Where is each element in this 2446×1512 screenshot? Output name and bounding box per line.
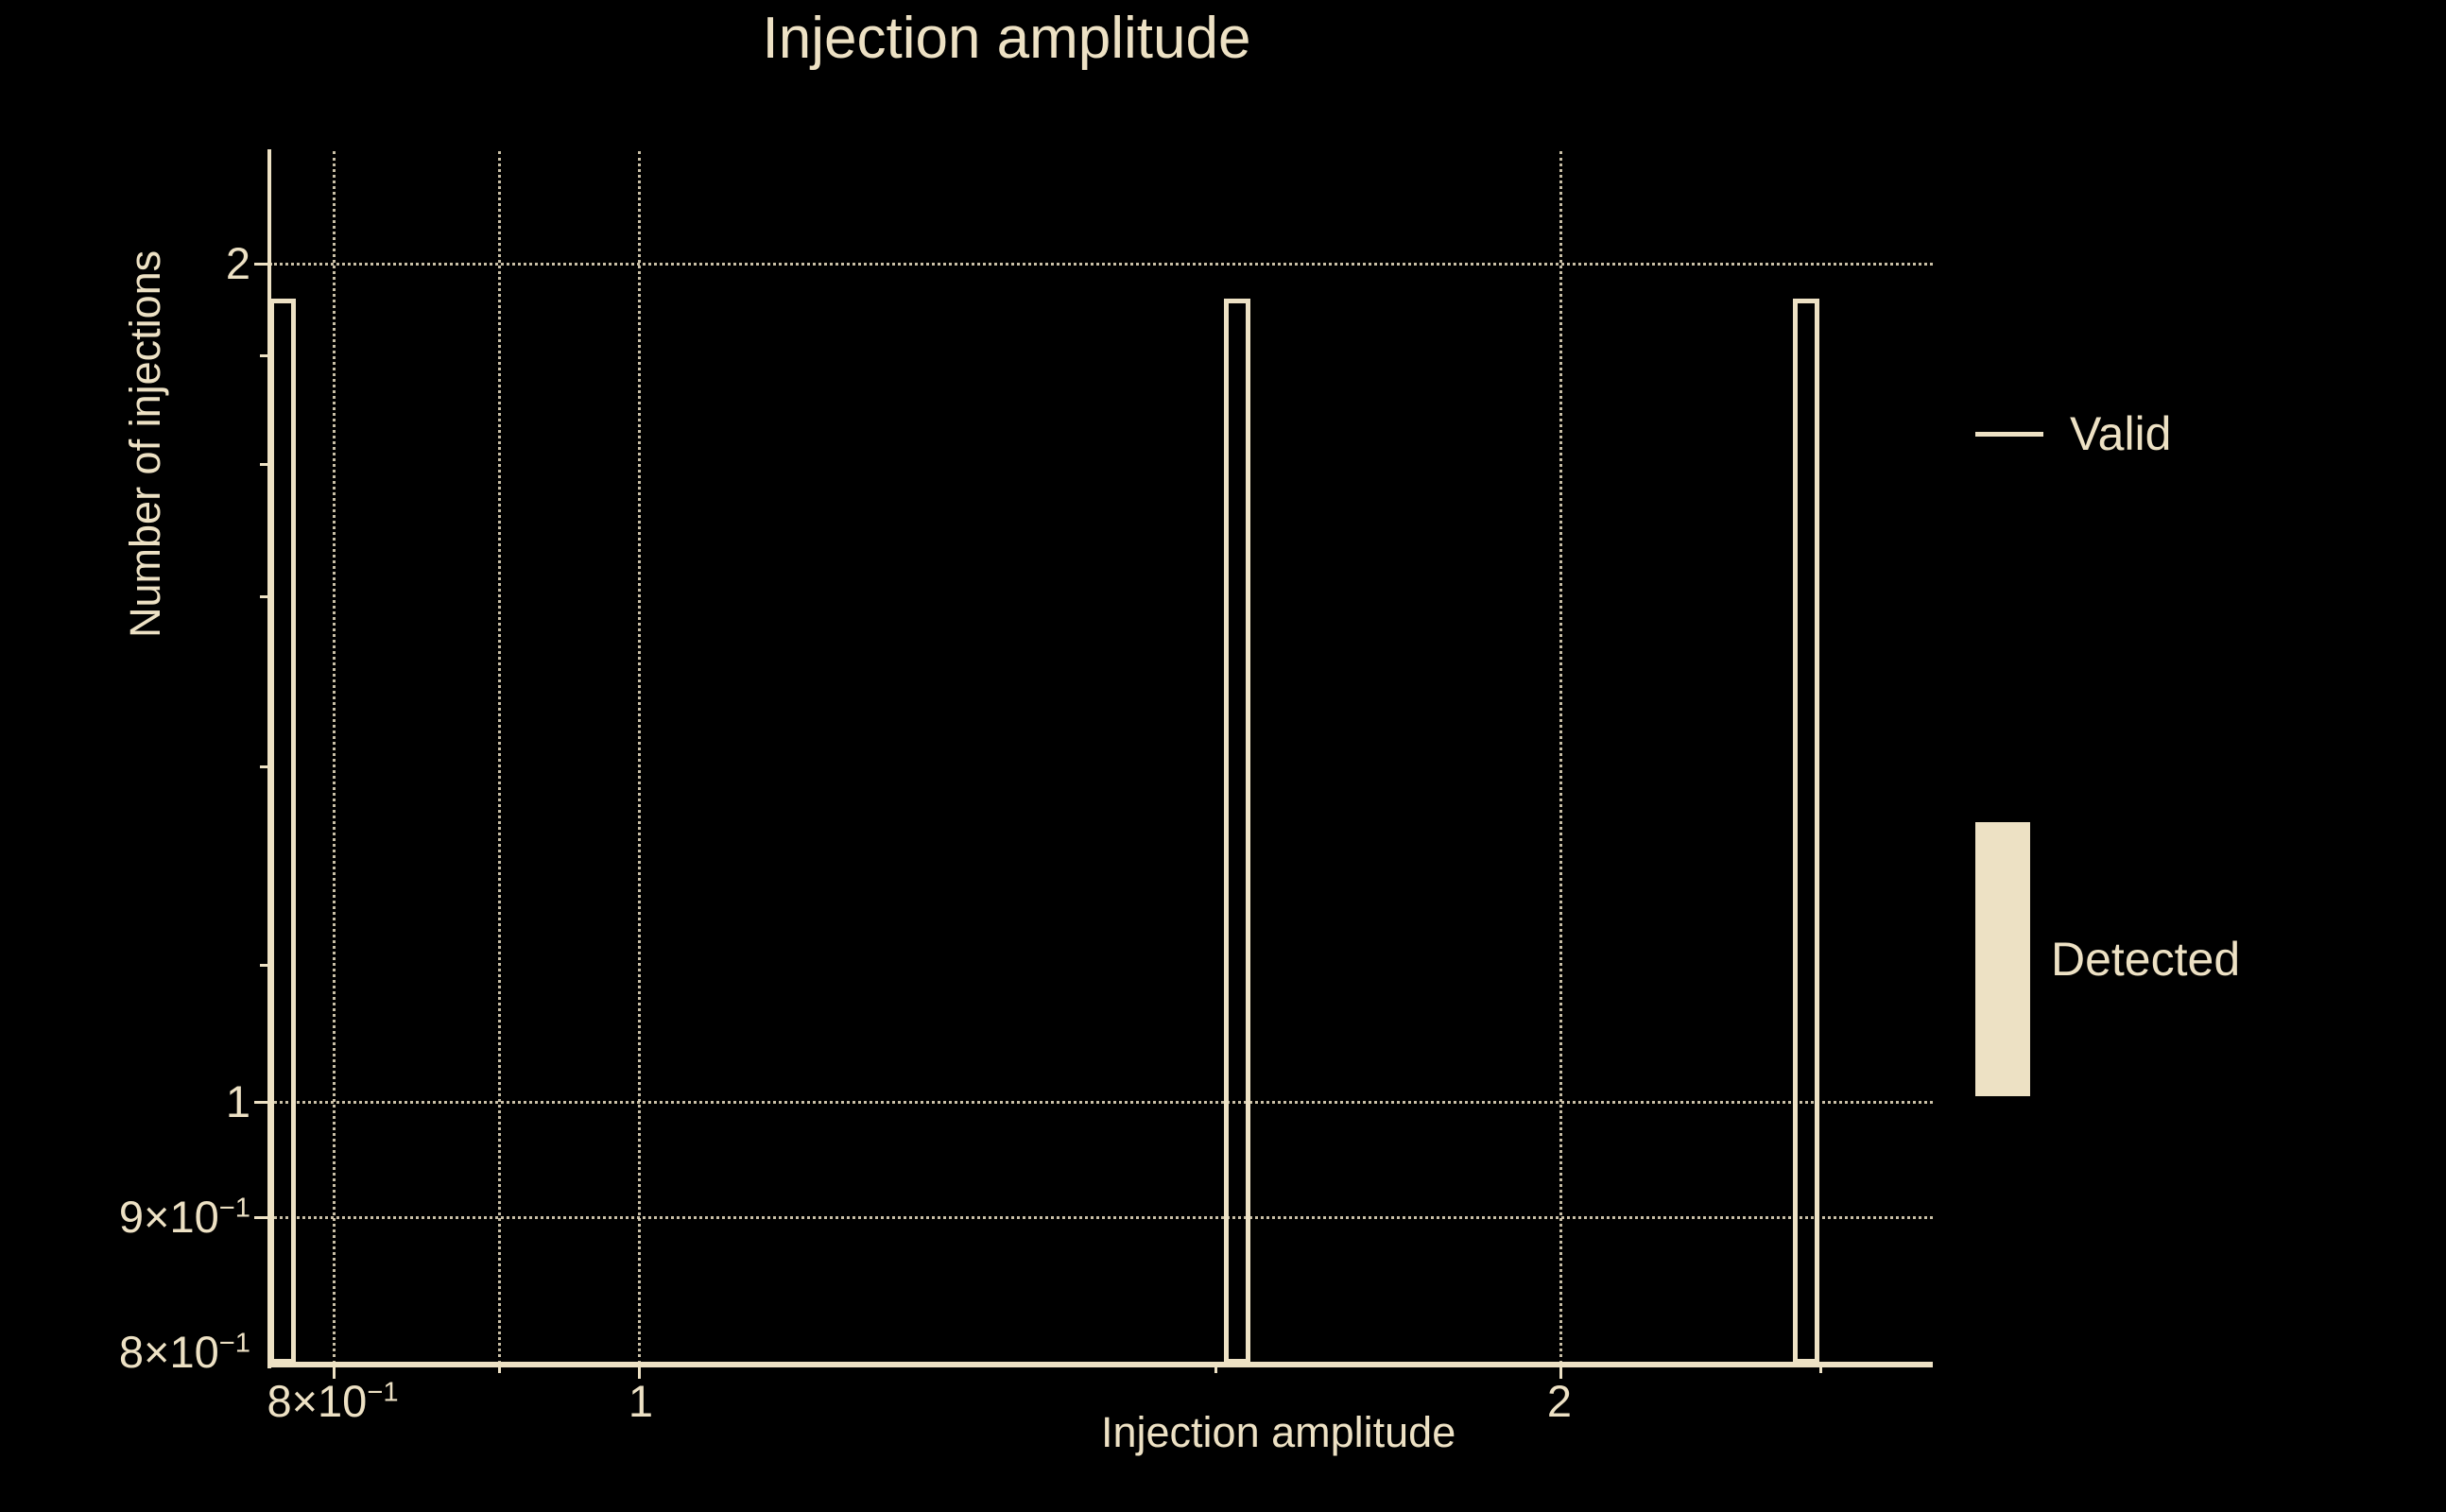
- bar: [1793, 299, 1819, 1364]
- y-tick-mark: [254, 1216, 269, 1219]
- legend-item-detected[interactable]: Detected: [1975, 822, 2240, 1096]
- y-tick-mark: [254, 1101, 269, 1104]
- x-tick-label-2: 2: [1546, 1376, 1573, 1426]
- x-tick-mark-minor: [1819, 1364, 1822, 1373]
- gridline-horizontal: [269, 263, 1933, 266]
- x-tick-label-1: 1: [628, 1376, 654, 1426]
- legend-label-valid: Valid: [2070, 407, 2172, 460]
- x-axis-spine: [267, 1362, 1933, 1367]
- y-tick-label-8e-1: 8×10−1: [118, 1327, 250, 1377]
- bar: [1224, 299, 1250, 1364]
- gridline-vertical: [333, 151, 336, 1364]
- legend-line-icon: [1975, 431, 2043, 437]
- x-tick-mark-minor: [498, 1364, 501, 1373]
- x-tick-label-8e-1: 8×10−1: [267, 1376, 399, 1426]
- y-tick-label-9e-1: 9×10−1: [118, 1192, 250, 1242]
- y-tick-mark: [254, 263, 269, 266]
- x-tick-mark: [638, 1364, 641, 1379]
- legend-item-valid[interactable]: Valid: [1975, 406, 2171, 461]
- y-tick-label-2: 2: [225, 238, 250, 288]
- x-tick-mark: [1559, 1364, 1562, 1379]
- x-tick-mark-minor: [1214, 1364, 1217, 1373]
- y-tick-mark-minor: [260, 765, 269, 768]
- y-tick-mark-minor: [260, 595, 269, 598]
- gridline-horizontal: [269, 1101, 1933, 1104]
- gridline-horizontal: [269, 1216, 1933, 1219]
- y-tick-mark-minor: [260, 354, 269, 357]
- gridline-vertical: [1559, 151, 1562, 1364]
- plot-area: [254, 151, 1933, 1379]
- x-tick-mark: [333, 1364, 336, 1379]
- y-tick-label-1: 1: [225, 1076, 250, 1126]
- legend-label-detected: Detected: [2051, 933, 2241, 986]
- page-title: Injection amplitude: [762, 6, 1251, 71]
- y-tick-mark-minor: [260, 964, 269, 967]
- gridline-vertical: [498, 151, 501, 1364]
- bar: [269, 299, 296, 1364]
- legend-patch-icon: [1975, 822, 2030, 1096]
- x-axis-title: Injection amplitude: [1101, 1408, 1456, 1456]
- y-tick-mark-minor: [260, 463, 269, 466]
- gridline-vertical: [638, 151, 641, 1364]
